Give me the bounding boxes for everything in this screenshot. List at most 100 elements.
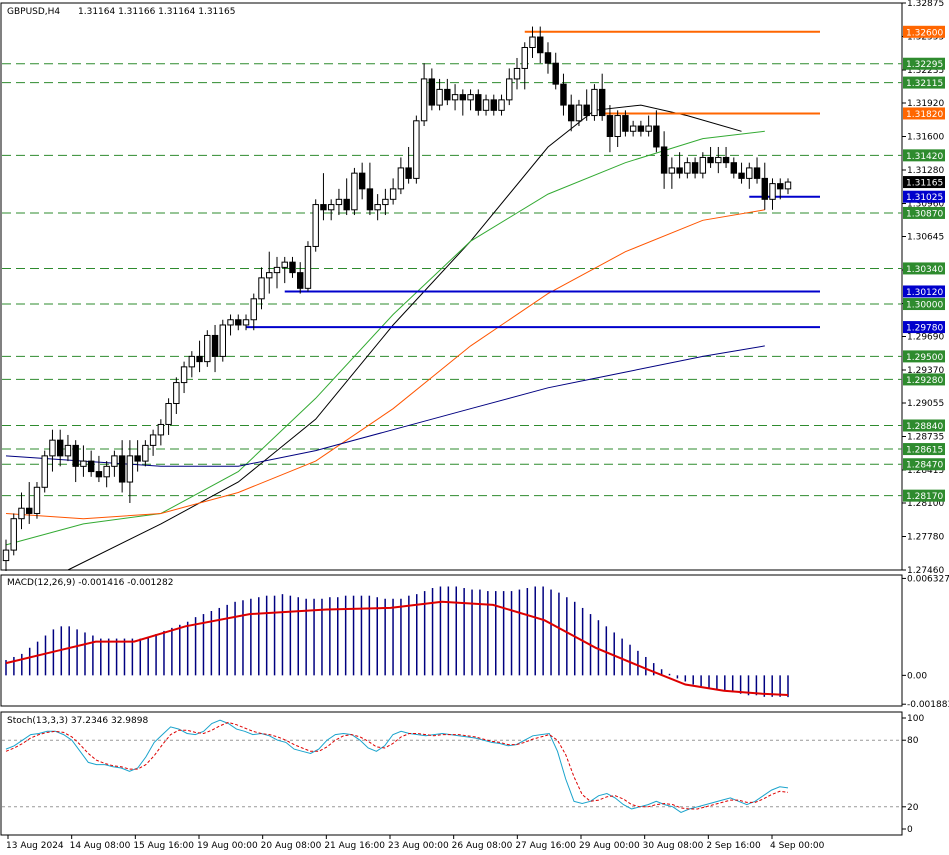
candle [444, 78, 451, 106]
candle [219, 319, 227, 362]
candle [273, 256, 281, 289]
candle [691, 157, 699, 179]
candle-body [715, 156, 722, 164]
candle-body [691, 162, 699, 174]
candle [211, 324, 219, 373]
level-label: 1.32115 [906, 79, 943, 89]
candle-body [358, 172, 366, 190]
level-label: 1.32600 [906, 28, 943, 38]
macd-signal-line [5, 600, 789, 696]
price-tick-label: 1.29370 [907, 366, 944, 376]
candle [134, 440, 141, 472]
candle [103, 461, 110, 488]
ohlc-readout: 1.31164 1.31166 1.31164 1.31165 [78, 7, 235, 17]
candle-body [304, 245, 312, 289]
candle-body [134, 455, 141, 462]
price-frame [0, 2, 903, 571]
moving-average-navy [5, 345, 765, 467]
level-label: 1.29500 [906, 353, 943, 363]
candle-body [173, 382, 180, 405]
candle-body [668, 167, 676, 174]
candle-body [289, 261, 296, 274]
level-label-box [903, 443, 945, 456]
candle [606, 105, 614, 153]
level-label-box [903, 176, 945, 189]
candle-body [405, 167, 412, 179]
level-label: 1.31420 [906, 152, 943, 162]
candle-body [467, 94, 474, 101]
stoch-tick-label: 100 [907, 714, 924, 724]
candle-body [87, 460, 95, 473]
candle [467, 89, 474, 111]
time-tick-label: 23 Aug 00:00 [388, 841, 449, 851]
candle [660, 131, 668, 189]
candle [2, 539, 10, 572]
candle-body [64, 444, 72, 457]
time-tick-label: 21 Aug 16:00 [324, 841, 385, 851]
time-tick-label: 20 Aug 08:00 [261, 841, 322, 851]
candle-body [420, 78, 428, 122]
candle [777, 178, 784, 200]
candle [583, 89, 590, 121]
candle [722, 146, 730, 168]
candle [715, 146, 722, 174]
macd-tick-label: 0.00 [907, 671, 927, 681]
time-axis: 13 Aug 2024 14 Aug 08:00 15 Aug 16:00 19 Au… [6, 835, 825, 851]
candle [242, 314, 250, 331]
candle [506, 68, 513, 106]
stoch-tick-label: 80 [907, 736, 919, 746]
candle-body [482, 99, 490, 111]
price-panel: 1.328751.325551.322351.319201.316001.312… [0, 0, 945, 576]
candle [637, 120, 645, 137]
level-label: 1.30870 [906, 209, 943, 219]
candle-body [242, 319, 250, 326]
candle-body [552, 62, 559, 85]
candle [428, 68, 436, 111]
candle-body [188, 355, 196, 368]
level-label-box [903, 321, 945, 334]
moving-average-orange [5, 209, 765, 520]
candle [26, 482, 33, 524]
candle [753, 157, 761, 184]
candle [281, 256, 288, 284]
candle-body [653, 125, 660, 148]
candle-body [699, 156, 707, 174]
candle [436, 78, 443, 111]
price-tick-label: 1.28100 [907, 499, 944, 509]
candle [250, 293, 257, 331]
stoch-tick-label: 0 [907, 825, 913, 835]
stoch-title: Stoch(13,3,3) 37.2346 32.9898 [7, 716, 148, 726]
level-label-box [903, 149, 945, 162]
candle-body [389, 188, 397, 200]
candle [730, 157, 738, 179]
candle-body [235, 319, 242, 326]
candle [513, 57, 521, 90]
candle-body [118, 455, 126, 483]
candle-body [180, 366, 188, 384]
candle [552, 52, 559, 90]
candle [676, 152, 683, 179]
level-label: 1.30120 [906, 288, 943, 298]
candle [64, 434, 72, 462]
level-label-box [903, 107, 945, 120]
candle [258, 267, 265, 310]
candle [196, 340, 203, 373]
candle-body [312, 204, 319, 247]
candle [707, 146, 714, 168]
level-label-box [903, 25, 945, 38]
level-label: 1.30340 [906, 265, 943, 275]
candle [312, 199, 319, 252]
candle [699, 152, 707, 179]
candle-body [165, 403, 172, 425]
candle-body [142, 444, 149, 462]
symbol-header: GBPUSD,H4 [7, 7, 60, 17]
candle [560, 73, 567, 116]
stoch-frame [0, 711, 903, 836]
candle-body [196, 355, 203, 363]
candle-body [327, 204, 335, 211]
candle [567, 94, 575, 132]
candle-body [529, 36, 536, 49]
candle-body [72, 444, 79, 467]
candle [614, 110, 621, 147]
